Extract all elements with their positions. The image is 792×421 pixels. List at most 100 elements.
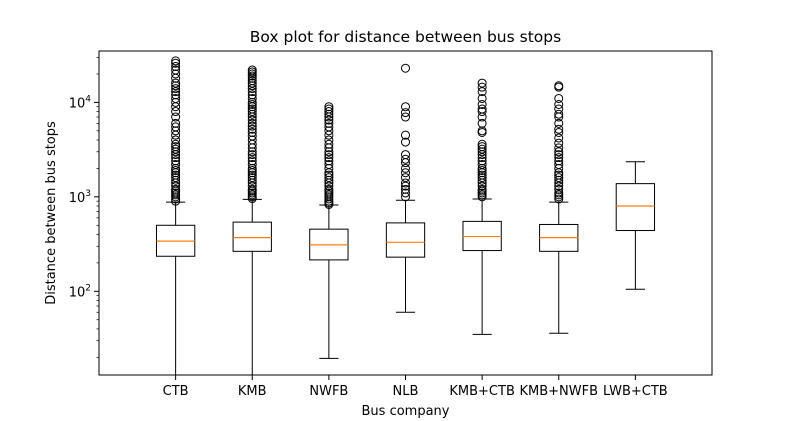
outlier-point [247,121,257,131]
x-tick-label: KMB [238,384,267,399]
outlier-point [171,87,181,97]
outlier-point [324,104,334,114]
outlier-point [171,56,181,66]
outlier-point [554,173,564,183]
box-group [462,78,502,335]
outlier-point [247,115,257,125]
outlier-point [324,150,334,160]
box-group [155,56,196,375]
outlier-point [477,170,487,180]
box-group [232,65,272,375]
outlier-point [401,63,410,73]
outlier-point [324,107,334,117]
outlier-point [401,188,410,198]
outlier-point [477,118,487,128]
outlier-point [401,178,410,188]
outlier-point [171,65,181,75]
outlier-point [554,147,564,157]
outlier-point [171,84,181,94]
outlier-point [247,131,257,141]
chart-title: Box plot for distance between bus stops [250,28,561,46]
outlier-point [401,150,410,160]
x-axis-label: Bus company [362,404,450,419]
outlier-point [401,181,410,191]
outlier-point [247,184,257,194]
plot-area [155,56,656,375]
outlier-point [247,173,257,183]
x-tick-label: KMB+CTB [449,384,515,399]
outlier-point [554,143,564,153]
outlier-point [554,109,564,119]
outlier-point [324,115,334,125]
outlier-point [324,135,334,145]
outlier-point [171,184,181,194]
plot-frame [98,50,713,376]
outlier-point [324,175,334,185]
outlier-point [554,170,564,180]
outlier-point [171,81,181,91]
outlier-point [401,130,410,140]
outlier-point [247,76,257,86]
outlier-point [247,128,257,138]
outlier-point [324,147,334,157]
outlier-point [247,124,257,134]
outlier-point [401,184,410,194]
outlier-point [324,139,334,149]
outlier-point [247,78,257,88]
outlier-point [171,107,181,117]
outlier-point [171,69,181,79]
outlier-point [401,154,410,164]
x-tick-label: NWFB [309,384,348,399]
outlier-point [247,104,257,114]
outlier-point [247,160,257,170]
outlier-point [324,122,334,132]
outlier-point [477,175,487,185]
outlier-point [324,184,334,194]
x-axis-ticks: CTB KMB NWFB NLB KMB+CTB KMB+NWFB LWB+CTB [163,375,668,399]
outlier-point [554,194,564,204]
outlier-point [401,102,410,112]
outlier-point [477,156,487,166]
outlier-point [171,181,181,191]
outlier-point [554,184,564,194]
outlier-point [554,156,564,166]
outlier-point [171,163,181,173]
outlier-point [477,93,487,103]
outlier-point [324,109,334,119]
outlier-point [171,118,181,128]
x-tick-label: NLB [393,384,419,399]
outlier-point [401,168,410,178]
box-group [539,81,579,334]
y-tick-label-base: 10 [69,191,86,206]
outlier-point [477,142,487,152]
outlier-point [324,160,334,170]
outlier-point [247,81,257,91]
y-tick-label-base: 10 [69,96,86,111]
outlier-point [171,90,181,100]
outlier-point [554,175,564,185]
outlier-point [324,126,334,136]
outlier-point [401,112,410,122]
outlier-point [477,82,487,92]
outlier-point [477,78,487,88]
outlier-point [554,99,564,109]
outlier-point [324,102,334,112]
outlier-point [171,126,181,136]
iqr-box [385,222,426,258]
x-tick-label: LWB+CTB [603,384,668,399]
outlier-point [247,118,257,128]
outlier-point [171,78,181,88]
outlier-point [171,139,181,149]
outlier-point [554,181,564,191]
outlier-point [554,188,564,198]
box-group [385,63,426,313]
outlier-point [247,90,257,100]
outlier-point [247,150,257,160]
outlier-point [324,156,334,166]
outlier-point [477,126,487,136]
outlier-point [247,71,257,81]
outlier-point [324,181,334,191]
outlier-point [477,160,487,170]
outlier-point [171,142,181,152]
